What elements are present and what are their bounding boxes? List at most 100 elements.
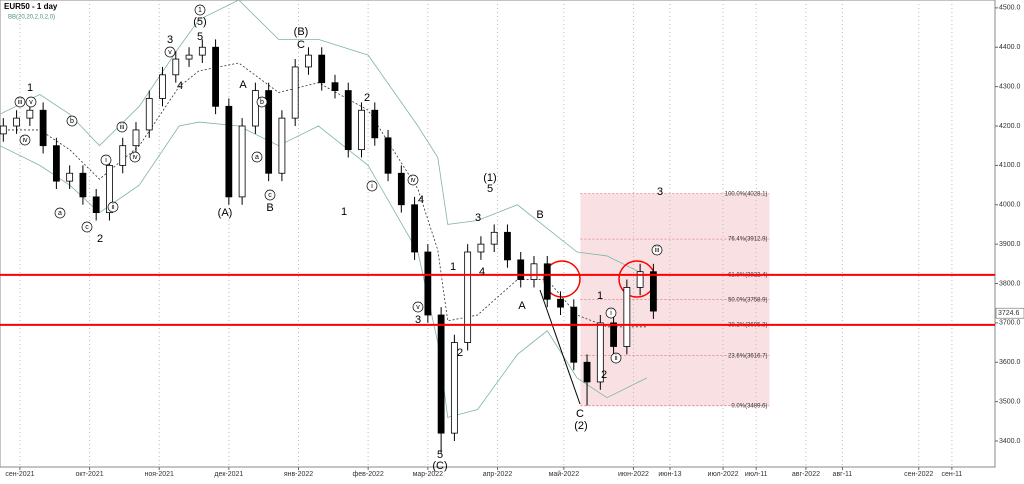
candle-body bbox=[212, 46, 219, 107]
candle-body bbox=[424, 251, 432, 316]
wave-label: C bbox=[297, 39, 305, 51]
wave-circle bbox=[14, 96, 26, 108]
x-tick-label: мар-2022 bbox=[413, 471, 444, 478]
wave-label: iv bbox=[410, 177, 416, 184]
wave-circle bbox=[264, 189, 276, 201]
wave-label: 5 bbox=[437, 449, 443, 461]
y-tick-label: 3400.0 bbox=[999, 438, 1021, 445]
wave-label: C bbox=[576, 408, 584, 420]
candle-body bbox=[66, 172, 74, 182]
wave-label: (C) bbox=[432, 460, 447, 472]
candle-body bbox=[371, 109, 379, 139]
x-tick-label: окт-2021 bbox=[75, 471, 103, 478]
x-tick-label: янв-2022 bbox=[284, 471, 313, 478]
fib-label: 50.0%(3758.9) bbox=[728, 297, 767, 303]
candle-body bbox=[504, 231, 511, 261]
chart-title: EUR50 - 1 day bbox=[4, 2, 58, 11]
wave-label: 1 bbox=[450, 261, 456, 273]
wave-label: (A) bbox=[218, 207, 233, 219]
candle-body bbox=[649, 271, 657, 312]
wave-circle bbox=[194, 4, 206, 16]
y-tick-label: 3600.0 bbox=[999, 359, 1021, 366]
candle-body bbox=[530, 263, 538, 280]
fib-label: 100.0%(4028.1) bbox=[725, 191, 768, 197]
candle-body bbox=[251, 90, 259, 127]
wave-circle bbox=[19, 134, 31, 146]
candle-body bbox=[636, 271, 644, 288]
wave-label: c bbox=[268, 192, 272, 199]
wave-label: c bbox=[85, 224, 89, 231]
trend-line bbox=[539, 289, 581, 405]
wave-label: 2 bbox=[601, 369, 607, 381]
wave-label: B bbox=[536, 209, 543, 221]
candle-body bbox=[477, 243, 485, 253]
wave-circle bbox=[116, 121, 128, 133]
wave-circle bbox=[407, 174, 419, 186]
fib-label: 0.0%(3489.6) bbox=[731, 403, 767, 409]
wave-circle bbox=[256, 96, 268, 108]
wave-label: (1) bbox=[483, 172, 496, 184]
candle-body bbox=[265, 90, 273, 174]
wave-circle bbox=[412, 301, 424, 313]
candle-body bbox=[172, 58, 180, 76]
candle-body bbox=[570, 306, 578, 363]
fib-label: 76.4%(3912.9) bbox=[728, 237, 767, 243]
wave-label: (2) bbox=[574, 420, 587, 432]
wave-circle bbox=[129, 151, 141, 163]
candle-body bbox=[132, 129, 140, 147]
wave-circle bbox=[610, 352, 622, 364]
wave-label: 5 bbox=[197, 31, 203, 43]
wave-circle bbox=[651, 244, 663, 256]
wave-label: 2 bbox=[457, 347, 463, 359]
candle-body bbox=[0, 125, 7, 135]
candle-body bbox=[358, 109, 365, 151]
candle-body bbox=[623, 287, 631, 347]
y-tick-label: 4400.0 bbox=[999, 44, 1021, 51]
y-tick-label: 3700.0 bbox=[999, 320, 1021, 327]
wave-label: A bbox=[239, 79, 247, 91]
wave-label: 4 bbox=[418, 194, 424, 206]
x-tick-label: сен-2021 bbox=[5, 471, 34, 478]
candle-body bbox=[119, 145, 127, 166]
wave-label: ii bbox=[614, 355, 618, 362]
candle-body bbox=[344, 90, 352, 151]
candle-body bbox=[437, 314, 445, 434]
wave-circle bbox=[54, 207, 66, 219]
x-tick-label: фев-2022 bbox=[353, 471, 384, 478]
candle-body bbox=[331, 82, 339, 91]
indicator-label: BB(20,20,2,0,2,0) bbox=[8, 15, 55, 21]
wave-circle bbox=[164, 46, 176, 58]
y-tick-label: 4500.0 bbox=[999, 5, 1021, 12]
candle-body bbox=[583, 361, 591, 383]
wave-label: 1 bbox=[341, 206, 347, 218]
wave-label: (5) bbox=[193, 16, 206, 28]
candle-body bbox=[225, 105, 233, 198]
x-tick-label: июл-11 bbox=[745, 471, 768, 478]
wave-label: iii bbox=[655, 247, 660, 254]
x-tick-label: дек-2021 bbox=[214, 471, 243, 478]
wave-label: v bbox=[29, 99, 33, 106]
x-tick-label: июн-13 bbox=[658, 471, 681, 478]
wave-label: 4 bbox=[177, 80, 183, 92]
wave-label: 3 bbox=[167, 34, 173, 46]
wave-label: ii bbox=[111, 204, 115, 211]
wave-label: 3 bbox=[657, 186, 663, 198]
candle-body bbox=[557, 298, 564, 308]
candle-body bbox=[610, 322, 617, 347]
price-tag-label: 3724.6 bbox=[998, 310, 1020, 317]
y-tick-label: 3500.0 bbox=[999, 398, 1021, 405]
wave-label: v bbox=[416, 304, 420, 311]
candle-body bbox=[106, 164, 113, 214]
wave-label: B bbox=[266, 202, 273, 214]
candle-body bbox=[159, 74, 166, 99]
wave-circle bbox=[366, 180, 378, 192]
candle-body bbox=[79, 172, 87, 198]
wave-label: 3 bbox=[475, 212, 481, 224]
candle-body bbox=[318, 54, 326, 84]
wave-label: iv bbox=[132, 154, 138, 161]
wave-label: A bbox=[518, 300, 526, 312]
wave-label: 1 bbox=[597, 290, 603, 302]
candle-body bbox=[543, 263, 551, 300]
bollinger-middle bbox=[0, 62, 647, 328]
candle-body bbox=[13, 117, 20, 127]
